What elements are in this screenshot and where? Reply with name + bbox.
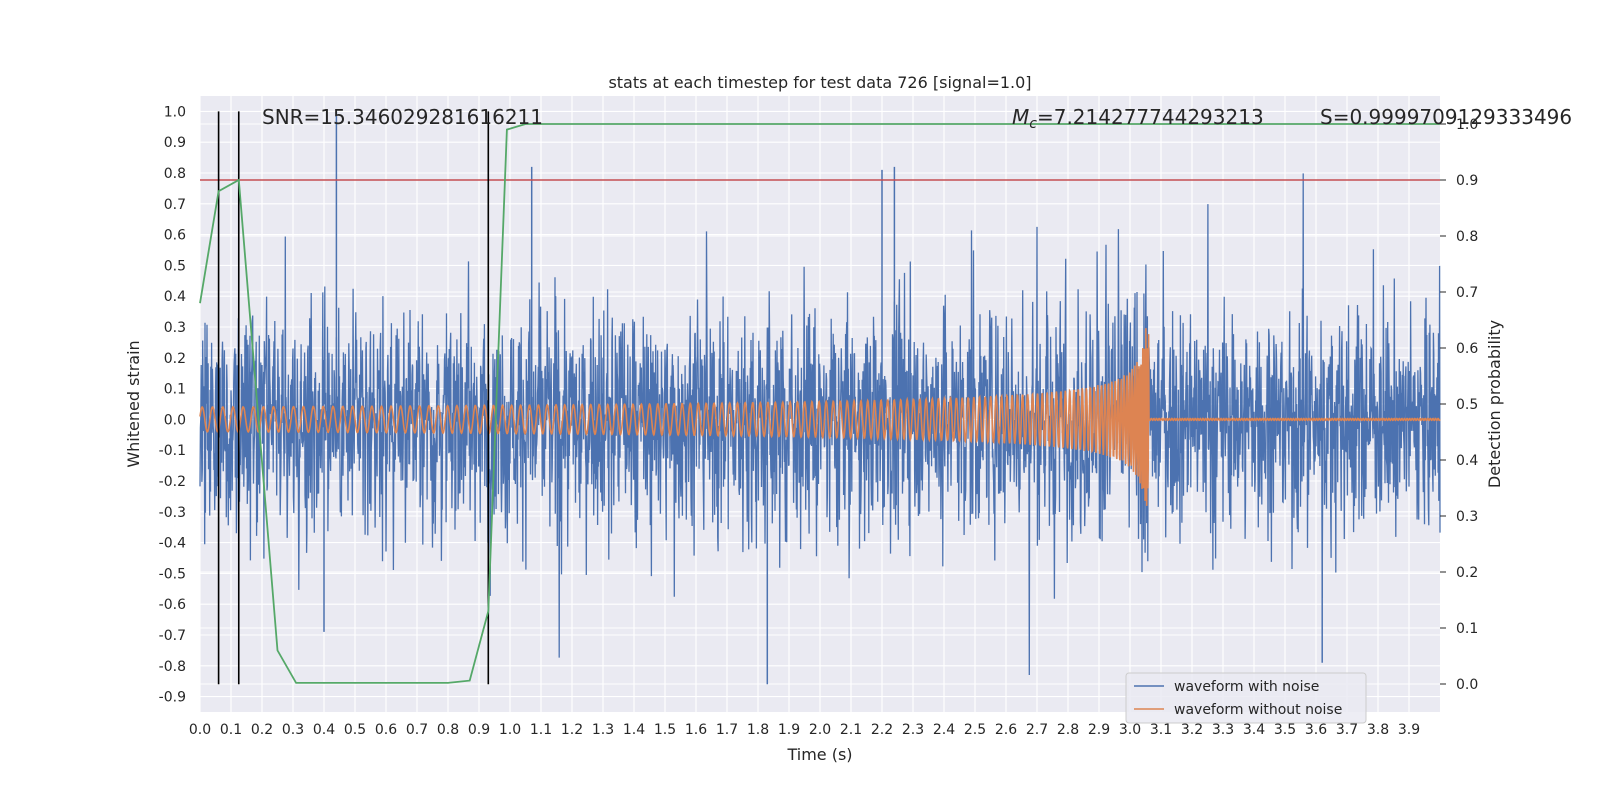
x-tick-label: 0.6: [375, 722, 397, 738]
x-tick-label: 0.1: [220, 722, 242, 738]
legend-label-clean: waveform without noise: [1174, 702, 1342, 718]
x-tick-label: 1.2: [561, 722, 583, 738]
x-tick-label: 2.9: [1088, 722, 1110, 738]
x-tick-label: 2.4: [933, 722, 955, 738]
x-tick-label: 0.2: [251, 722, 273, 738]
chirp-line: [199, 328, 1441, 506]
x-tick-label: 2.8: [1057, 722, 1079, 738]
y2-tick-label: 0.6: [1456, 341, 1478, 357]
y-tick-label: 0.2: [164, 351, 186, 367]
y-tick-label: 0.1: [164, 382, 186, 398]
x-tick-label: 0.7: [406, 722, 428, 738]
x-tick-label: 3.9: [1398, 722, 1420, 738]
x-axis-label: Time (s): [786, 745, 852, 764]
y-tick-label: 0.8: [164, 166, 186, 182]
chirp-mass-subscript: c: [1029, 116, 1037, 132]
x-tick-label: 0.5: [344, 722, 366, 738]
legend-box: [1125, 672, 1367, 724]
x-tick-label: 0.9: [468, 722, 490, 738]
x-tick-label: 0.4: [313, 722, 335, 738]
x-tick-label: 1.8: [747, 722, 769, 738]
x-tick-label: 1.0: [499, 722, 521, 738]
chirp-mass-symbol: M: [1012, 105, 1029, 129]
chart-title: stats at each timestep for test data 726…: [608, 73, 1031, 92]
y2-tick-label: 1.0: [1456, 117, 1478, 133]
x-tick-label: 1.9: [778, 722, 800, 738]
x-tick-label: 3.2: [1181, 722, 1203, 738]
x-tick-label: 3.0: [1119, 722, 1141, 738]
chirp-mass-value: =7.214277744293213: [1037, 105, 1264, 129]
x-tick-label: 1.6: [685, 722, 707, 738]
y-tick-label: -0.3: [159, 505, 186, 521]
y-tick-label: -0.7: [159, 628, 186, 644]
probability-line: [199, 123, 1440, 684]
x-tick-label: 1.5: [654, 722, 676, 738]
y-tick-label: -0.1: [159, 443, 186, 459]
y-tick-label: 0.9: [164, 135, 186, 151]
y2-tick-label: 0.5: [1456, 397, 1478, 413]
y2-tick-label: 0.9: [1456, 173, 1478, 189]
y-tick-label: -0.6: [159, 597, 186, 613]
y-tick-label: 0.3: [164, 320, 186, 336]
x-tick-label: 2.6: [995, 722, 1017, 738]
x-tick-label: 2.5: [964, 722, 986, 738]
x-tick-label: 2.0: [809, 722, 831, 738]
y-tick-label: 0.0: [164, 412, 186, 428]
x-tick-label: 0.3: [282, 722, 304, 738]
x-tick-label: 0.0: [189, 722, 211, 738]
series-waveform-without-noise: [199, 328, 1441, 506]
x-tick-label: 1.3: [592, 722, 614, 738]
y-tick-label: -0.9: [159, 690, 186, 706]
series-detection-probability: [199, 123, 1440, 684]
x-tick-label: 1.7: [716, 722, 738, 738]
chirp-mass-annotation: Mc=7.214277744293213: [1012, 105, 1264, 132]
y2-tick-label: 0.1: [1456, 621, 1478, 637]
x-tick-label: 2.2: [871, 722, 893, 738]
y2-tick-label: 0.3: [1456, 509, 1478, 525]
series-waveform-with-noise: [199, 111, 1441, 685]
x-tick-label: 3.3: [1212, 722, 1234, 738]
x-tick-label: 2.1: [840, 722, 862, 738]
y-axis-label: Whitened strain: [124, 340, 143, 467]
snr-annotation: SNR=15.346029281616211: [262, 105, 543, 129]
x-tick-label: 3.1: [1150, 722, 1172, 738]
x-tick-label: 0.8: [437, 722, 459, 738]
y2-axis-label: Detection probability: [1485, 320, 1504, 488]
y2-tick-label: 0.2: [1456, 565, 1478, 581]
x-tick-label: 1.4: [623, 722, 645, 738]
legend-label-noise: waveform with noise: [1174, 679, 1319, 695]
x-tick-label: 3.4: [1243, 722, 1265, 738]
y-axis-ticks: 1.0 0.9 0.8 0.7 0.6 0.5 0.4 0.3 0.2 0.1 0.0 -0.1 -0.…: [159, 104, 186, 705]
y-tick-label: 1.0: [164, 104, 186, 120]
y2-tick-label: 0.7: [1456, 285, 1478, 301]
y2-tick-label: 0.8: [1456, 229, 1478, 245]
x-tick-label: 2.3: [902, 722, 924, 738]
y2-axis-ticks: 1.0 0.9 0.8 0.7 0.6 0.5 0.4 0.3 0.2 0.1 0.0: [1440, 117, 1478, 693]
y-tick-label: 0.6: [164, 228, 186, 244]
y2-tick-label: 0.0: [1456, 677, 1478, 693]
y-tick-label: -0.4: [159, 536, 186, 552]
s-annotation: S=0.9999709129333496: [1320, 105, 1572, 129]
y2-tick-label: 0.4: [1456, 453, 1478, 469]
x-tick-label: 3.8: [1367, 722, 1389, 738]
y-tick-label: 0.4: [164, 289, 186, 305]
x-tick-label: 3.7: [1336, 722, 1358, 738]
x-tick-label: 3.6: [1305, 722, 1327, 738]
x-tick-label: 1.1: [530, 722, 552, 738]
x-axis-ticks: 0.0 0.1 0.2 0.3 0.4 0.5 0.6 0.7 0.8 0.9 1.0 1.1 1.2 1…: [189, 722, 1420, 738]
grid: [199, 96, 1440, 712]
legend: waveform with noise waveform without noi…: [1125, 672, 1367, 724]
x-tick-label: 2.7: [1026, 722, 1048, 738]
y-tick-label: -0.5: [159, 566, 186, 582]
y-tick-label: -0.2: [159, 474, 186, 490]
y-tick-label: 0.5: [164, 258, 186, 274]
y-tick-label: 0.7: [164, 197, 186, 213]
y-tick-label: -0.8: [159, 659, 186, 675]
noise-line: [199, 173, 1441, 676]
x-tick-label: 3.5: [1274, 722, 1296, 738]
